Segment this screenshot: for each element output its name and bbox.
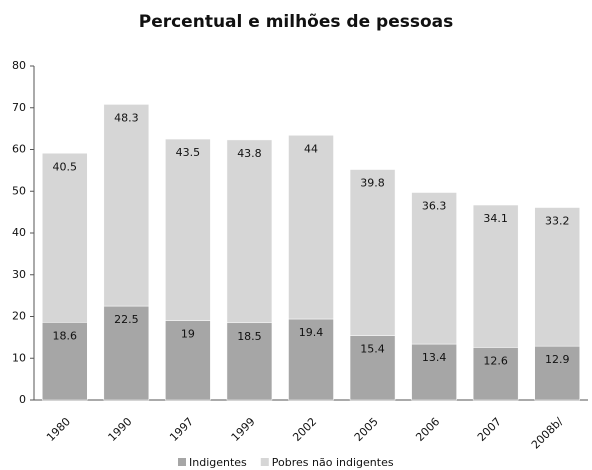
y-tick-label: 60: [12, 143, 26, 156]
x-tick-label: 2005: [352, 415, 381, 444]
value-label: 18.6: [53, 329, 78, 342]
value-label: 43.5: [176, 146, 201, 159]
chart-title: Percentual e milhões de pessoas: [139, 12, 454, 32]
legend-label: Pobres não indigentes: [272, 456, 394, 469]
bar-segment: [165, 320, 211, 401]
bar-segment: [288, 135, 334, 320]
value-label: 44: [304, 142, 318, 155]
value-label: 33.2: [545, 215, 570, 228]
x-tick-label: 2008b/: [529, 415, 566, 452]
bar-segment: [165, 138, 211, 321]
value-label: 15.4: [360, 343, 385, 356]
value-label: 36.3: [422, 200, 447, 213]
bar-segment: [42, 322, 88, 401]
y-tick-label: 0: [19, 393, 26, 406]
bar-segment: [103, 305, 150, 401]
bar-segment: [288, 318, 334, 401]
value-label: 18.5: [237, 330, 262, 343]
bar-segment: [42, 153, 88, 323]
x-tick-label: 1999: [229, 415, 258, 444]
x-tick-label: 2006: [413, 415, 442, 444]
value-label: 19.4: [299, 326, 324, 339]
y-tick-label: 40: [12, 226, 26, 239]
legend-label: Indigentes: [189, 456, 247, 469]
bar-segment: [472, 204, 519, 348]
bar-segment: [226, 139, 273, 324]
bar-segment: [411, 343, 457, 401]
y-tick-label: 10: [12, 351, 26, 364]
value-label: 39.8: [360, 177, 385, 190]
y-tick-label: 50: [12, 184, 26, 197]
bar-segment: [349, 169, 396, 336]
value-label: 40.5: [53, 160, 78, 173]
value-label: 34.1: [483, 212, 508, 225]
bar-segment: [411, 192, 457, 345]
y-tick-label: 20: [12, 310, 26, 323]
bar-segment: [534, 207, 580, 347]
legend-swatch: [260, 458, 269, 466]
x-tick-label: 2002: [290, 415, 319, 444]
y-tick-label: 30: [12, 268, 26, 281]
legend-swatch: [178, 458, 186, 466]
y-tick-label: 70: [12, 101, 26, 114]
x-tick-label: 1997: [167, 415, 196, 444]
x-tick-label: 2007: [475, 415, 504, 444]
value-label: 13.4: [422, 351, 447, 364]
value-label: 12.6: [483, 354, 508, 367]
x-tick-label: 1990: [106, 415, 135, 444]
x-tick-label: 1980: [44, 415, 73, 444]
bar-segment: [472, 347, 519, 401]
value-label: 22.5: [114, 313, 139, 326]
bar-segment: [226, 322, 273, 401]
bar-segment: [534, 345, 580, 401]
bar-segment: [103, 104, 150, 307]
value-label: 12.9: [545, 353, 570, 366]
value-label: 48.3: [114, 111, 139, 124]
value-label: 19: [181, 328, 195, 341]
y-tick-label: 80: [12, 59, 26, 72]
value-label: 43.8: [237, 147, 262, 160]
